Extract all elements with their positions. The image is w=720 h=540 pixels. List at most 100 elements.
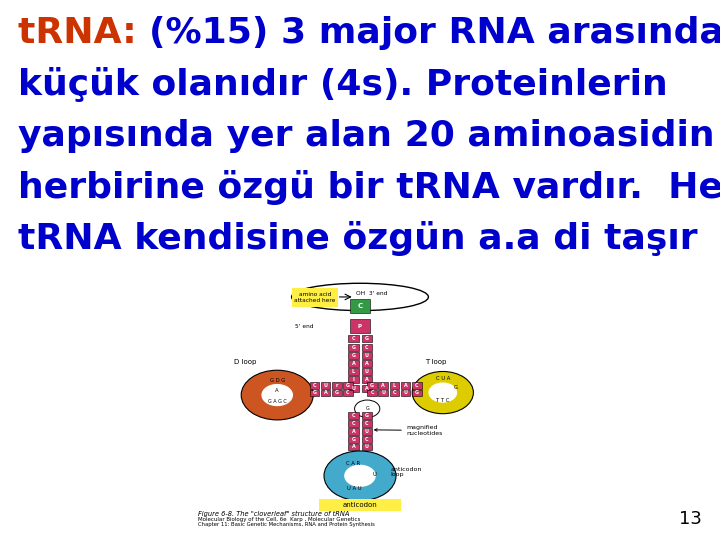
FancyBboxPatch shape <box>343 389 353 396</box>
Circle shape <box>262 384 292 406</box>
FancyBboxPatch shape <box>348 343 359 350</box>
Text: A: A <box>365 386 369 390</box>
Text: U A U: U A U <box>347 485 362 491</box>
Text: G: G <box>365 336 369 341</box>
FancyBboxPatch shape <box>348 335 359 342</box>
FancyBboxPatch shape <box>361 436 372 442</box>
FancyBboxPatch shape <box>350 319 370 333</box>
Text: U: U <box>365 353 369 358</box>
FancyBboxPatch shape <box>348 420 359 427</box>
FancyBboxPatch shape <box>361 376 372 383</box>
Text: 13: 13 <box>679 510 702 528</box>
Text: C: C <box>352 336 355 341</box>
Text: A: A <box>351 444 356 449</box>
Text: D loop: D loop <box>234 359 256 365</box>
FancyBboxPatch shape <box>292 288 338 307</box>
Text: küçük olanıdır (4s). Proteinlerin: küçük olanıdır (4s). Proteinlerin <box>18 68 667 103</box>
Text: C: C <box>365 345 369 349</box>
FancyBboxPatch shape <box>367 382 377 389</box>
Text: C: C <box>392 390 396 395</box>
Text: tRNA:: tRNA: <box>18 16 149 50</box>
FancyBboxPatch shape <box>400 382 410 389</box>
Text: I: I <box>353 377 354 382</box>
FancyBboxPatch shape <box>319 498 402 511</box>
FancyBboxPatch shape <box>379 382 388 389</box>
FancyBboxPatch shape <box>390 389 399 396</box>
Text: U: U <box>351 386 356 390</box>
Circle shape <box>429 383 456 402</box>
Text: Molecular Biology of the Cell, 6e  Karp , Molecular Genetics: Molecular Biology of the Cell, 6e Karp ,… <box>198 517 361 522</box>
FancyBboxPatch shape <box>348 384 359 391</box>
Text: Figure 6-8. The "cloverleaf" structure of tRNA: Figure 6-8. The "cloverleaf" structure o… <box>198 510 349 517</box>
Text: G: G <box>365 406 369 411</box>
FancyBboxPatch shape <box>361 343 372 350</box>
FancyBboxPatch shape <box>348 368 359 375</box>
FancyBboxPatch shape <box>350 299 370 313</box>
FancyBboxPatch shape <box>321 389 330 396</box>
Text: r: r <box>336 383 338 388</box>
Text: anticodon
loop: anticodon loop <box>391 467 422 477</box>
Text: Chapter 11: Basic Genetic Mechanisms, RNA and Protein Synthesis: Chapter 11: Basic Genetic Mechanisms, RN… <box>198 522 375 527</box>
FancyBboxPatch shape <box>332 382 341 389</box>
Text: C U A: C U A <box>436 376 450 381</box>
Text: C: C <box>352 413 355 417</box>
Text: C: C <box>365 421 369 426</box>
FancyBboxPatch shape <box>321 382 330 389</box>
Text: T T C: T T C <box>436 397 449 402</box>
Text: C: C <box>346 390 350 395</box>
Text: magnified
nucleotides: magnified nucleotides <box>374 425 444 436</box>
Text: G: G <box>346 383 350 388</box>
FancyBboxPatch shape <box>367 389 377 396</box>
FancyBboxPatch shape <box>379 389 388 396</box>
Text: C: C <box>415 383 418 388</box>
Text: G: G <box>351 345 356 349</box>
FancyBboxPatch shape <box>343 382 353 389</box>
Circle shape <box>241 370 313 420</box>
FancyBboxPatch shape <box>390 382 399 389</box>
Text: U: U <box>323 383 328 388</box>
FancyBboxPatch shape <box>361 411 372 418</box>
Text: C: C <box>365 436 369 442</box>
Text: (%15) 3 major RNA arasında en: (%15) 3 major RNA arasında en <box>149 16 720 50</box>
FancyBboxPatch shape <box>361 352 372 359</box>
FancyBboxPatch shape <box>348 436 359 442</box>
Text: A: A <box>365 361 369 366</box>
Text: tRNA kendisine özgün a.a di taşır: tRNA kendisine özgün a.a di taşır <box>18 221 698 256</box>
Circle shape <box>354 400 380 417</box>
Text: OH  3' end: OH 3' end <box>356 291 387 296</box>
Text: G: G <box>370 383 374 388</box>
Text: U: U <box>365 369 369 374</box>
Text: A: A <box>365 377 369 382</box>
Text: U: U <box>365 429 369 434</box>
FancyBboxPatch shape <box>361 335 372 342</box>
Text: amino acid
attached here: amino acid attached here <box>294 292 336 303</box>
Text: A: A <box>351 429 356 434</box>
Text: P: P <box>358 323 362 329</box>
Text: G: G <box>351 436 356 442</box>
Text: C: C <box>370 390 374 395</box>
Text: yapısında yer alan 20 aminoasidin: yapısında yer alan 20 aminoasidin <box>18 119 715 153</box>
FancyBboxPatch shape <box>412 389 422 396</box>
Text: herbirine özgü bir tRNA vardır.  Her: herbirine özgü bir tRNA vardır. Her <box>18 170 720 205</box>
Text: A: A <box>382 383 385 388</box>
Text: C A R: C A R <box>346 461 360 466</box>
Circle shape <box>324 451 396 501</box>
FancyBboxPatch shape <box>348 360 359 367</box>
Text: U: U <box>365 444 369 449</box>
FancyBboxPatch shape <box>348 428 359 435</box>
Text: anticodon: anticodon <box>343 502 377 508</box>
FancyBboxPatch shape <box>348 376 359 383</box>
Text: A: A <box>324 390 328 395</box>
Text: G: G <box>335 390 339 395</box>
Text: C: C <box>312 383 316 388</box>
Circle shape <box>345 465 375 486</box>
FancyBboxPatch shape <box>310 382 320 389</box>
Circle shape <box>412 372 474 414</box>
Text: A: A <box>404 383 408 388</box>
Text: U: U <box>403 390 408 395</box>
FancyBboxPatch shape <box>361 420 372 427</box>
FancyBboxPatch shape <box>332 389 341 396</box>
Text: G: G <box>351 353 356 358</box>
FancyBboxPatch shape <box>361 443 372 450</box>
FancyBboxPatch shape <box>361 360 372 367</box>
